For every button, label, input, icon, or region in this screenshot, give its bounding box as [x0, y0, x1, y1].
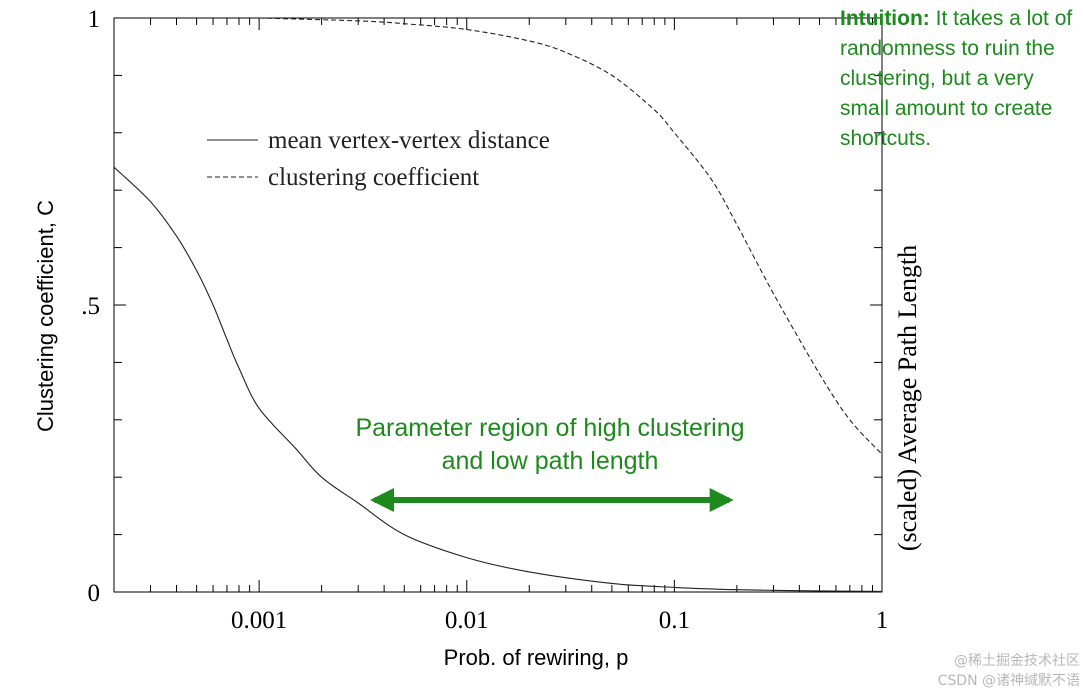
y-axis-ticks: 0.51 — [81, 6, 882, 607]
y-tick-label: 1 — [88, 6, 101, 33]
y-tick-label: 0 — [88, 580, 101, 607]
x-axis-label: Prob. of rewiring, p — [444, 645, 629, 670]
y-tick-label: .5 — [81, 293, 100, 320]
intuition-text: It takes a lot of randomness to ruin the… — [840, 7, 1073, 150]
y-axis-right-label: (scaled) Average Path Length — [893, 245, 922, 551]
x-tick-label: 0.001 — [231, 607, 287, 634]
y-axis-left-label: Clustering coefficient, C — [33, 200, 58, 432]
watermark-line-2: CSDN @诸神缄默不语 — [937, 673, 1080, 689]
region-annotation: Parameter region of high clustering and … — [355, 414, 745, 475]
x-axis-ticks: 0.001 0.01 0.1 1 — [113, 18, 889, 634]
x-tick-label: 0.01 — [445, 607, 489, 634]
intuition-title: Intuition: — [840, 7, 930, 30]
x-tick-label: 0.1 — [659, 607, 690, 634]
series-lines — [113, 17, 883, 592]
mean-distance-line — [113, 166, 883, 592]
intuition-annotation: Intuition: It takes a lot of randomness … — [840, 4, 1078, 154]
watermark-line-1: @稀土掘金技术社区 — [954, 653, 1080, 669]
clustering-coefficient-line — [259, 17, 883, 455]
watermark: @稀土掘金技术社区 CSDN @诸神缄默不语 — [875, 650, 1080, 690]
plot-frame — [113, 17, 883, 593]
legend: mean vertex-vertex distance clustering c… — [207, 127, 550, 191]
x-tick-label: 1 — [876, 607, 889, 634]
legend-label-clustering: clustering coefficient — [268, 164, 479, 191]
legend-label-distance: mean vertex-vertex distance — [268, 127, 550, 154]
